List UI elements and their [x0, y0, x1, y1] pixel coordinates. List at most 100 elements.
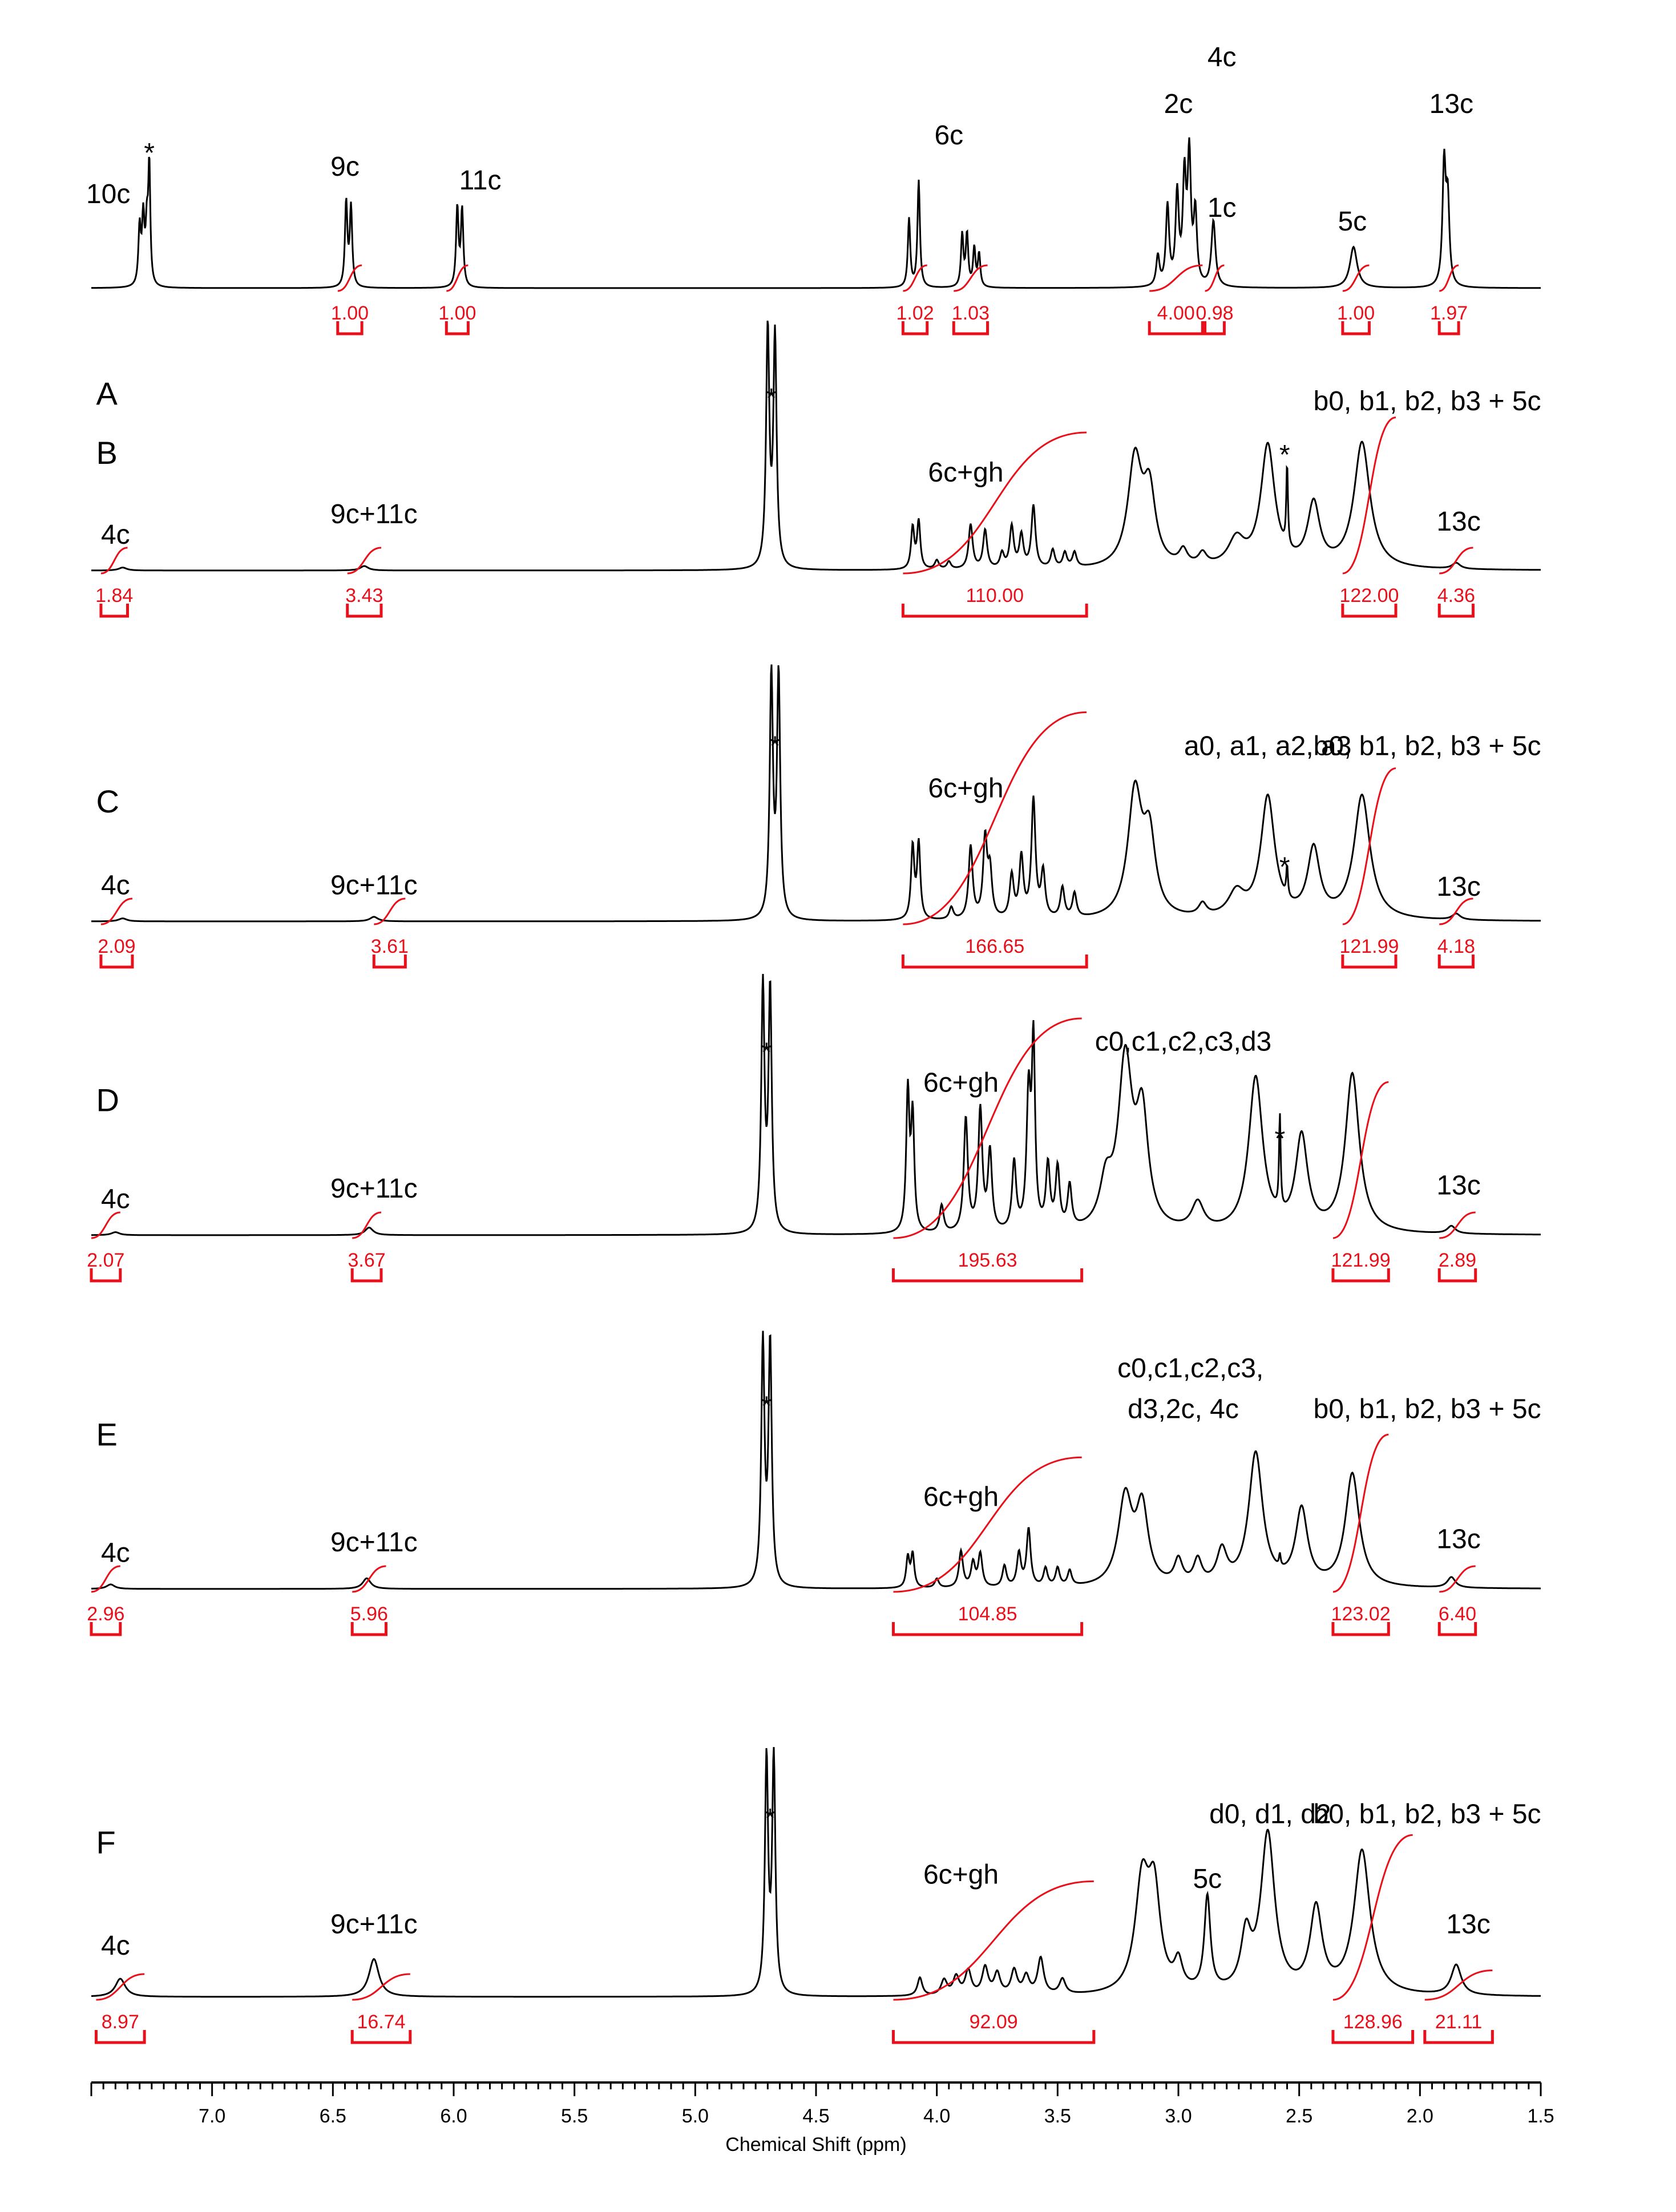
- integral-bracket: [445, 321, 470, 335]
- integral-value: 2.07: [87, 1249, 124, 1271]
- x-tick-label: 1.5: [1527, 2105, 1554, 2127]
- peak-label: 6c+gh: [923, 1859, 999, 1890]
- peak-label: c0,c1,c2,c3,: [1117, 1353, 1263, 1384]
- integral-bracket: [1341, 955, 1398, 969]
- peak-label: 4c: [101, 1184, 130, 1214]
- integral-value: 1.00: [331, 302, 369, 324]
- integral-curve: [96, 1973, 145, 2001]
- integral-curve: [1439, 1565, 1476, 1593]
- integral-bracket: [901, 321, 929, 335]
- peak-label: b0, b1, b2, b3 + 5c: [1314, 386, 1541, 416]
- integral-value: 1.84: [95, 585, 133, 606]
- spectrum-trace-a: [91, 137, 1541, 289]
- integral-curve: [1342, 767, 1396, 925]
- peak-label: *: [765, 1803, 776, 1834]
- integral-bracket: [1204, 321, 1226, 335]
- peak-label: 4c: [101, 870, 130, 900]
- integral-bracket: [1437, 955, 1475, 969]
- peak-label: 4c: [101, 520, 130, 550]
- integral-bracket: [1341, 321, 1371, 335]
- peak-label: *: [766, 383, 777, 414]
- spectrum-trace-d: [91, 973, 1541, 1236]
- x-tick-label: 6.0: [440, 2105, 467, 2127]
- integral-value: 21.11: [1435, 2011, 1483, 2033]
- x-tick-label: 4.0: [923, 2105, 950, 2127]
- integral-bracket: [1331, 2030, 1415, 2044]
- integral-bracket: [1437, 321, 1460, 335]
- integral-bracket: [99, 955, 134, 969]
- peak-label: *: [770, 731, 781, 762]
- integral-bracket: [346, 604, 383, 618]
- integral-value: 1.03: [952, 302, 990, 324]
- integral-bracket: [99, 604, 129, 618]
- integral-bracket: [1148, 321, 1204, 335]
- integral-curve: [100, 547, 128, 575]
- integral-value: 104.85: [958, 1603, 1017, 1625]
- integral-value: 92.09: [970, 2011, 1018, 2033]
- integral-value: 166.65: [965, 936, 1024, 957]
- peak-label: d3,2c, 4c: [1128, 1394, 1239, 1425]
- integral-value: 1.00: [438, 302, 476, 324]
- peak-label: 1c: [1207, 193, 1237, 223]
- integral-bracket: [891, 2030, 1096, 2044]
- integral-value: 4.18: [1437, 936, 1475, 957]
- peak-label: 13c: [1436, 1524, 1480, 1554]
- peak-label: 13c: [1436, 1170, 1480, 1200]
- peak-label: b0, b1, b2, b3 + 5c: [1314, 1799, 1541, 1829]
- integral-value: 121.99: [1331, 1249, 1391, 1271]
- integral-value: 1.02: [896, 302, 934, 324]
- integral-value: 3.67: [348, 1249, 386, 1271]
- integral-bracket: [1423, 2030, 1494, 2044]
- integral-curve: [1205, 264, 1225, 292]
- peak-label: *: [761, 1037, 772, 1067]
- integral-bracket: [901, 604, 1088, 618]
- integral-value: 4.36: [1437, 585, 1475, 606]
- panel-label: A: [96, 375, 118, 411]
- integral-bracket: [90, 1622, 122, 1636]
- x-tick-label: 3.0: [1165, 2105, 1192, 2127]
- integral-curve: [903, 431, 1087, 575]
- x-axis: 7.0 6.5 6.0 5.5 5.0 4.5 4.0 3.5 3.0 2.5 2.0 1.5 Che…: [90, 2081, 1554, 2156]
- peak-label: 4c: [101, 1931, 130, 1961]
- peak-label: 9c+11c: [330, 1527, 418, 1558]
- spectrum-trace-b: [91, 320, 1541, 572]
- integral-value: 123.02: [1331, 1603, 1391, 1625]
- peak-label: 13c: [1436, 507, 1480, 537]
- spectrum-trace-e: [91, 1331, 1541, 1590]
- integral-bracket: [94, 2030, 146, 2044]
- integral-value: 122.00: [1339, 585, 1399, 606]
- integral-curve: [1149, 264, 1203, 292]
- peak-label: 6c: [934, 120, 963, 151]
- peak-label: 9c+11c: [330, 870, 418, 900]
- integral-bracket: [901, 955, 1088, 969]
- integral-bracket: [350, 1268, 383, 1283]
- panel-label: E: [96, 1416, 117, 1452]
- peak-label: 13c: [1429, 89, 1473, 119]
- integral-bracket: [891, 1268, 1084, 1283]
- integral-curve: [100, 897, 133, 925]
- integral-value: 0.98: [1196, 302, 1233, 324]
- integral-value: 1.97: [1430, 302, 1468, 324]
- integral-bracket: [1331, 1268, 1390, 1283]
- peak-label: *: [1279, 440, 1290, 470]
- peak-label: 2c: [1164, 89, 1193, 119]
- peak-label: *: [1274, 1123, 1285, 1154]
- peak-label: a0, a1, a2, a3: [1184, 731, 1352, 762]
- integral-value: 1.00: [1337, 302, 1375, 324]
- panel-label: D: [96, 1082, 119, 1118]
- integral-bracket: [90, 1268, 122, 1283]
- peak-label: 5c: [1193, 1864, 1222, 1894]
- peak-label: 6c+gh: [923, 1067, 999, 1098]
- spectrum-panel-e: E 4c 9c+11c * 6c+gh 13c c0,c1,c2,c3, d3,2c, 4c b…: [87, 1331, 1541, 1636]
- integral-bracket: [891, 1622, 1084, 1636]
- integral-curve: [893, 1017, 1082, 1239]
- peak-label: 10c: [86, 179, 130, 209]
- peak-label: 6c+gh: [928, 458, 1003, 488]
- integral-value: 3.43: [345, 585, 383, 606]
- integral-curve: [893, 1456, 1082, 1593]
- peak-label: 13c: [1436, 872, 1480, 902]
- integral-value: 2.96: [87, 1603, 124, 1625]
